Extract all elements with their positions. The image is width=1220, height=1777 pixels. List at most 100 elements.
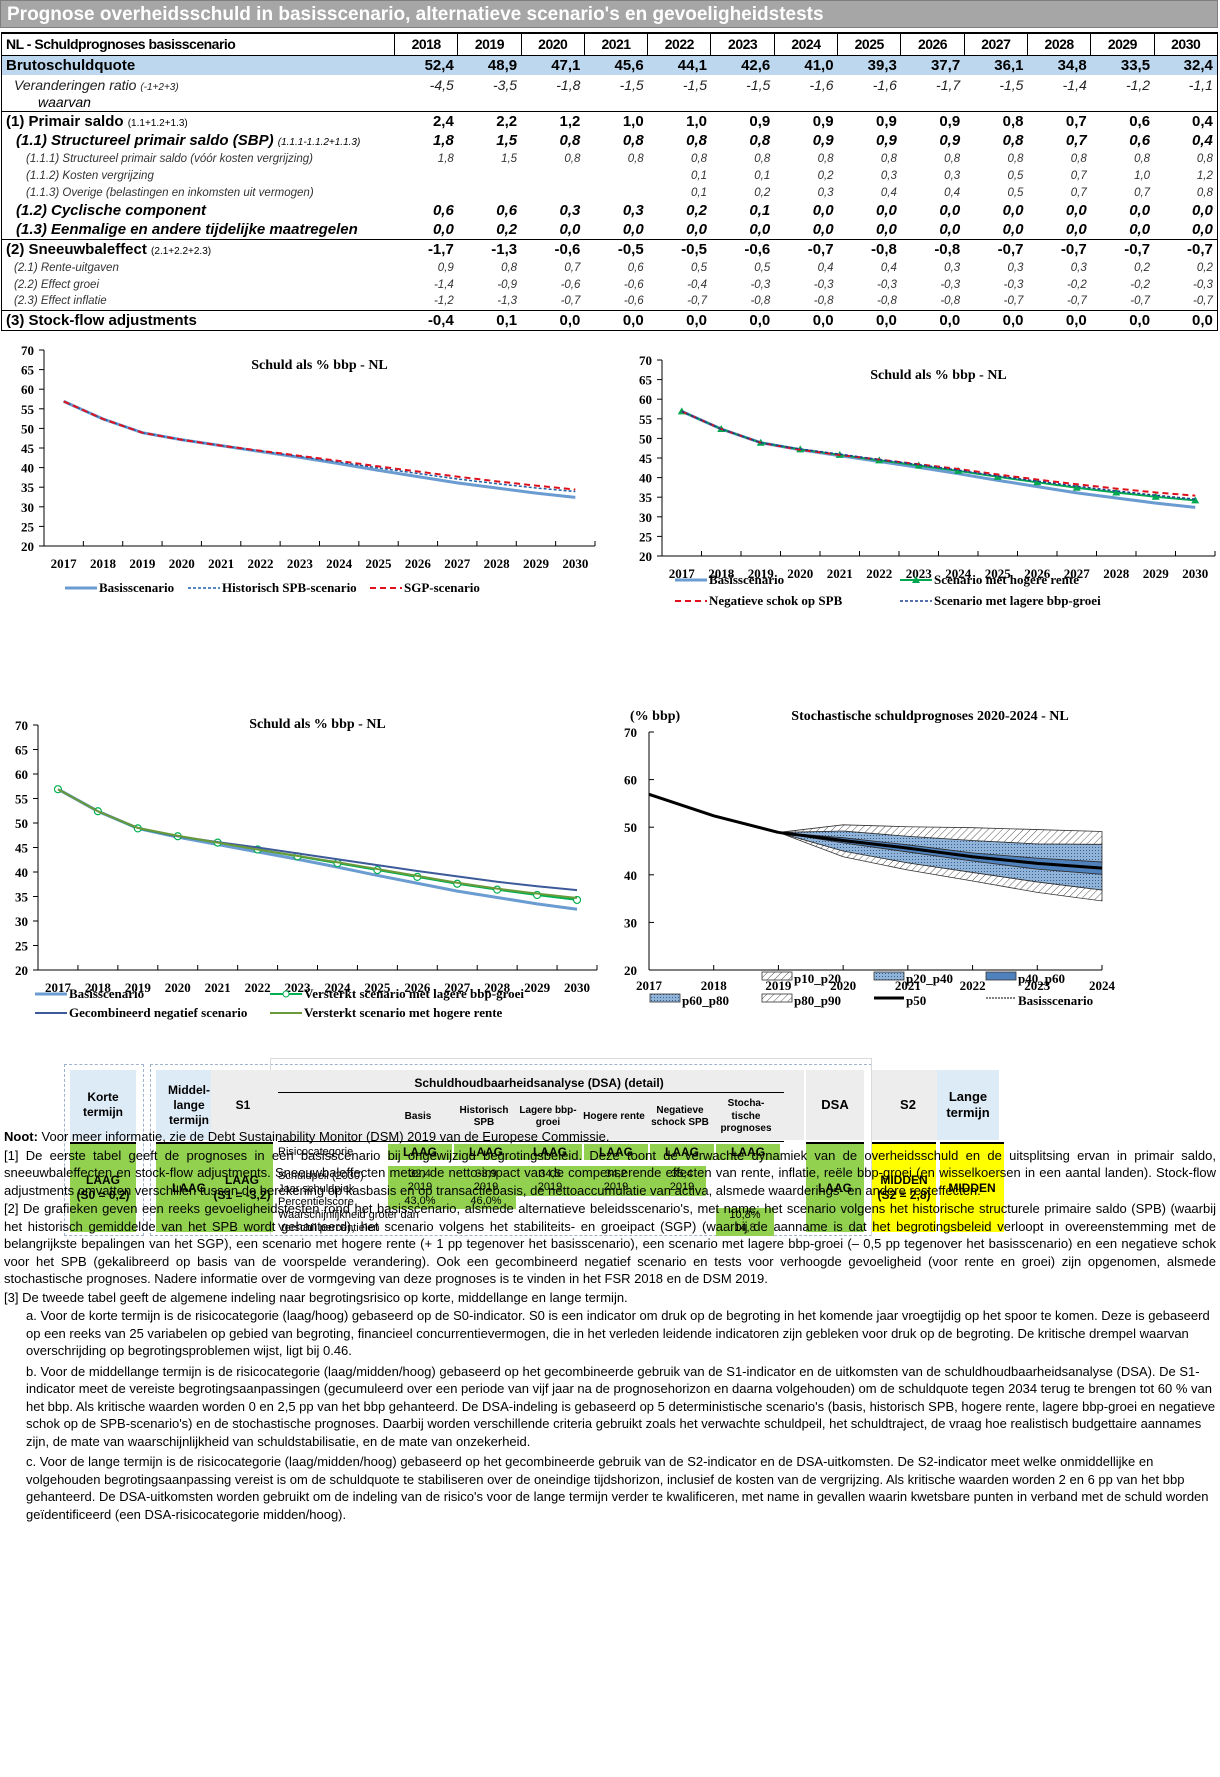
dsa-column-header: Stocha- tische prognoses (720, 1098, 772, 1135)
legend-item: Basisscenario (65, 580, 174, 595)
cell-value: -0,8 (900, 238, 965, 259)
risk-category-cell: LAAG (716, 1144, 780, 1160)
page-title: Prognose overheidsschuld in basisscenari… (0, 0, 1218, 28)
footnotes: Noot: Voor meer informatie, zie de Debt … (4, 1128, 1216, 1526)
row-label-text: Veranderingen ratio (14, 76, 137, 93)
cell-value: 52,4 (394, 55, 458, 75)
cell-value (1027, 94, 1090, 111)
legend-item: Versterkt scenario met lagere bbp-groei (270, 986, 524, 1001)
year-header: 2029 (1090, 32, 1155, 56)
cell-value (395, 184, 458, 201)
cell-value: 0,0 (647, 309, 711, 331)
legend-swatch (649, 993, 681, 1003)
legend-item: SGP-scenario (370, 580, 480, 595)
cell-value: 0,9 (939, 132, 961, 149)
cell-value: 0,0 (1154, 309, 1218, 331)
year-header: 2027 (963, 32, 1028, 56)
row-label: (1.1) Structureel primair saldo (SBP) (1… (2, 131, 395, 150)
y-tick-label: 45 (21, 441, 35, 456)
peak-year-cell: 2019 (537, 1181, 563, 1193)
cell-value: 0,3 (622, 202, 644, 219)
legend-item: Negatieve schok op SPB (675, 593, 843, 608)
cell-value: 1,0 (584, 110, 648, 131)
cell-value: -0,3 (1003, 278, 1024, 291)
x-tick-label: 2018 (85, 980, 112, 995)
dsa-detail-header: Schuldhoudbaarheidsanalyse (DSA) (detail… (274, 1070, 804, 1140)
x-tick-label: 2026 (404, 980, 431, 995)
cell-value: 0,6 (1129, 132, 1151, 149)
cell-value: 33,5 (1090, 55, 1155, 75)
dsa-column-header: Hogere rente (583, 1110, 645, 1122)
dsa-header: DSA (806, 1070, 864, 1140)
y-tick-label: 50 (624, 820, 637, 835)
cell-value: 45,6 (584, 55, 648, 75)
year-header: 2022 (647, 32, 712, 56)
cell-value: 0,7 (564, 261, 581, 274)
legend-label: p50 (906, 993, 926, 1008)
y-tick-label: 40 (639, 471, 652, 486)
cell-value (964, 94, 1027, 111)
legend-label: Basisscenario (99, 580, 174, 595)
detail-header-rule (278, 1141, 784, 1142)
dsa-column-header: Basis (404, 1110, 432, 1122)
cell-value: 0,0 (939, 202, 961, 219)
cell-value: -1,6 (872, 76, 897, 93)
series-line-p50 (778, 830, 1103, 870)
chart-debt-sensitivity: Schuld als % bbp - NL 20 25 30 35 40 45 50 55 60 6… (610, 350, 1220, 685)
x-tick-label: 2022 (960, 978, 986, 993)
x-tick-label: 2023 (1024, 978, 1051, 993)
legend-marker (912, 576, 920, 583)
cell-value: 0,8 (1196, 186, 1213, 199)
y-tick-label: 30 (15, 914, 28, 929)
chart-debt-enhanced-scenarios: Schuld als % bbp - NL 20 25 30 35 40 45 50 55 60 6… (0, 694, 600, 1039)
detail-title-rule (278, 1092, 784, 1093)
cell-value: -0,8 (750, 295, 771, 308)
table-header-row: NL - Schuldprognoses basisscenario 2018 20… (1, 32, 1218, 56)
chart-debt-sgp-historical: Schuld als % bbp - NL 20 25 30 35 40 45 50 55 60 6… (0, 343, 600, 685)
history-line (648, 792, 779, 834)
cell-value: 0,0 (1129, 220, 1151, 238)
cell-value (395, 94, 458, 111)
y-tick-label: 35 (21, 480, 35, 495)
legend-label: p40_p60 (1018, 971, 1065, 986)
legend-label: Scenario met hogere rente (934, 572, 1079, 587)
cell-value: -0,2 (1066, 278, 1087, 291)
x-tick-label: 2026 (405, 556, 432, 571)
cell-value: -0,6 (710, 238, 775, 259)
y-tick-label: 60 (21, 382, 34, 397)
legend-item: Scenario met lagere bbp-groei (900, 593, 1101, 608)
row-formula: (1.1.1-1.1.2+1.1.3) (277, 137, 361, 148)
y-tick-label: 60 (624, 773, 637, 788)
cell-value: 0,3 (817, 186, 834, 199)
cell-value: 0,8 (944, 152, 961, 165)
cell-value (458, 94, 521, 111)
row-label: (1.2) Cyclische component (2, 201, 395, 220)
x-tick-label: 2028 (484, 556, 511, 571)
y-tick-label: 25 (15, 939, 29, 954)
cell-value: 0,4 (880, 261, 897, 274)
chart-title: Stochastische schuldprognoses 2020-2024 … (791, 709, 1068, 724)
cell-value: 32,4 (1154, 55, 1218, 75)
x-tick-label: 2020 (830, 978, 856, 993)
legend-label: Gecombineerd negatief scenario (69, 1005, 247, 1020)
cell-value: 0,3 (559, 202, 581, 219)
note-1: [1] De eerste tabel geeft de prognoses i… (4, 1147, 1216, 1198)
legend-item: Basisscenario (35, 986, 144, 1001)
x-tick-label: 2030 (1182, 566, 1208, 581)
cell-value: -0,5 (584, 238, 648, 259)
peak-year-cell: 2019 (407, 1181, 433, 1193)
row-label: (3) Stock-flow adjustments (1, 309, 395, 331)
table-row-sbp113: (1.1.3) Overige (belastingen en inkomste… (2, 184, 1218, 201)
x-tick-label: 2021 (205, 980, 231, 995)
legend-item: p40_p60 (985, 971, 1065, 986)
year-header: 2024 (773, 32, 839, 56)
y-tick-label: 60 (15, 767, 28, 782)
cell-value: 0,2 (1134, 261, 1151, 274)
legend-label: SGP-scenario (404, 580, 480, 595)
cell-value: 0,0 (1090, 309, 1155, 331)
chart-svg: Stochastische schuldprognoses 2020-2024 … (624, 709, 1116, 1008)
y-tick-label: 35 (639, 490, 653, 505)
x-tick-label: 2025 (366, 556, 393, 571)
cell-value: -1,3 (497, 295, 518, 308)
dsa-detail-title: Schuldhoudbaarheidsanalyse (DSA) (detail… (414, 1076, 664, 1090)
